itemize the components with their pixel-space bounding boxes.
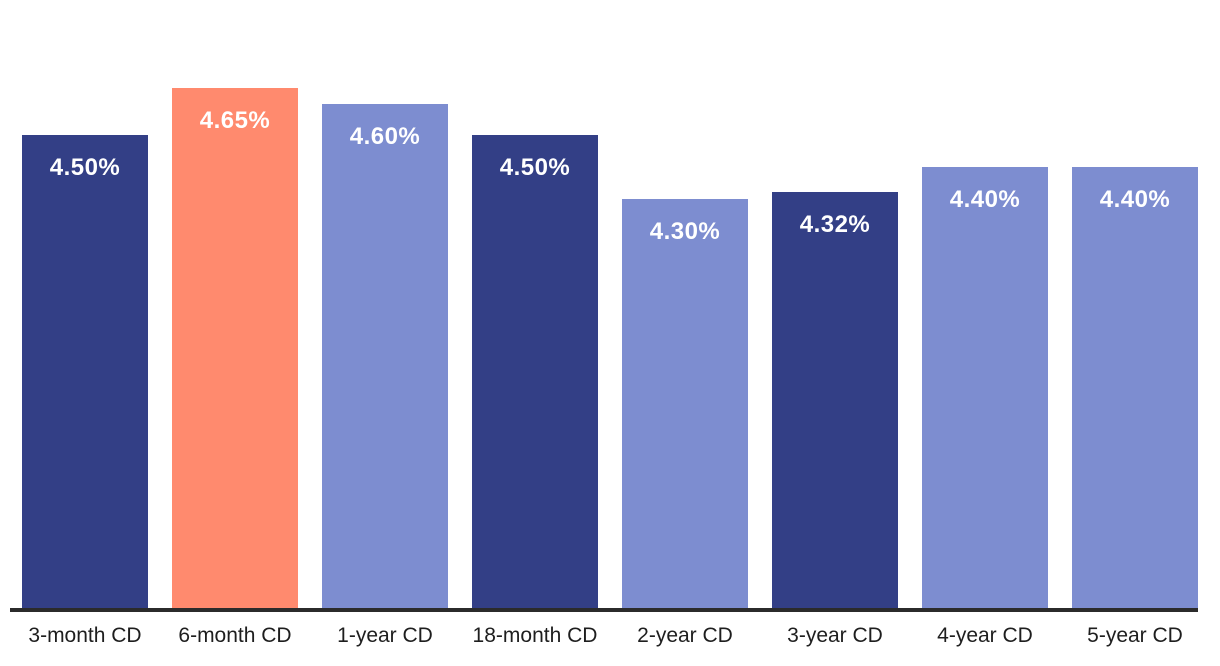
x-axis-tick-label: 3-month CD bbox=[28, 624, 142, 647]
bar-column: 4.50% bbox=[472, 135, 598, 608]
bar: 4.30% bbox=[622, 199, 748, 608]
bar-value-label: 4.40% bbox=[949, 186, 1021, 213]
x-axis-tick-label: 18-month CD bbox=[472, 624, 598, 647]
bar-value-label: 4.65% bbox=[199, 107, 271, 134]
x-axis-tick-label: 4-year CD bbox=[937, 624, 1033, 647]
plot-area: 4.50% 4.65% 4.60% 4.50% 4.30% 4.32% 4.40… bbox=[22, 48, 1198, 608]
bar-value-label: 4.40% bbox=[1099, 186, 1171, 213]
bar-column: 4.65% bbox=[172, 88, 298, 608]
bar-column: 4.40% bbox=[922, 167, 1048, 608]
x-axis-tick-label: 1-year CD bbox=[337, 624, 433, 647]
bar-column: 4.40% bbox=[1072, 167, 1198, 608]
x-axis-labels: 3-month CD 6-month CD 1-year CD 18-month… bbox=[22, 621, 1198, 651]
bar: 4.60% bbox=[322, 104, 448, 608]
bar-column: 4.60% bbox=[322, 104, 448, 608]
bar-value-label: 4.30% bbox=[649, 218, 721, 245]
bar-value-label: 4.60% bbox=[349, 123, 421, 150]
x-axis-line bbox=[10, 608, 1198, 612]
bar-value-label: 4.50% bbox=[49, 154, 121, 181]
bar: 4.50% bbox=[472, 135, 598, 608]
bar-column: 4.32% bbox=[772, 192, 898, 608]
x-axis-tick-label: 5-year CD bbox=[1087, 624, 1183, 647]
bar: 4.40% bbox=[1072, 167, 1198, 608]
x-axis-tick-label: 2-year CD bbox=[637, 624, 733, 647]
bar-value-label: 4.50% bbox=[499, 154, 571, 181]
bar-column: 4.50% bbox=[22, 135, 148, 608]
bar: 4.65% bbox=[172, 88, 298, 608]
bar-column: 4.30% bbox=[622, 199, 748, 608]
x-axis-tick-label: 6-month CD bbox=[178, 624, 292, 647]
bar: 4.40% bbox=[922, 167, 1048, 608]
x-axis-tick-label: 3-year CD bbox=[787, 624, 883, 647]
bar: 4.32% bbox=[772, 192, 898, 608]
bar: 4.50% bbox=[22, 135, 148, 608]
bar-value-label: 4.32% bbox=[799, 211, 871, 238]
